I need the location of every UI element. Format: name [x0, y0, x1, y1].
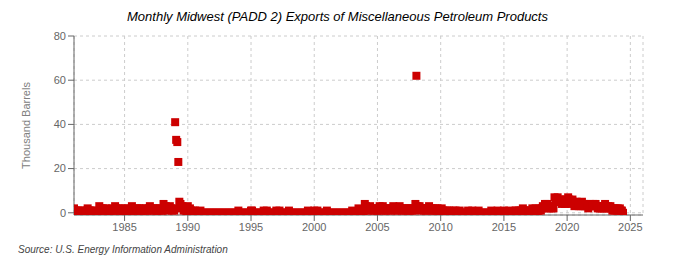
html-text:Source: U.S. Energy Informatio: Source: U.S. Energy Information Administ…	[18, 244, 228, 255]
svg-text:2020: 2020	[555, 221, 579, 233]
svg-text:2000: 2000	[302, 221, 326, 233]
svg-text:0: 0	[60, 207, 66, 219]
html-text:Monthly Midwest (PADD 2) Expor: Monthly Midwest (PADD 2) Exports of Misc…	[127, 9, 548, 24]
svg-text:40: 40	[54, 118, 66, 130]
svg-text:2005: 2005	[365, 221, 389, 233]
svg-text:1995: 1995	[239, 221, 263, 233]
svg-text:Thousand Barrels: Thousand Barrels	[20, 82, 32, 169]
svg-text:2015: 2015	[492, 221, 516, 233]
svg-text:60: 60	[54, 74, 66, 86]
svg-text:2010: 2010	[428, 221, 452, 233]
svg-text:20: 20	[54, 162, 66, 174]
svg-text:1990: 1990	[176, 221, 200, 233]
svg-text:1985: 1985	[112, 221, 136, 233]
svg-text:80: 80	[54, 30, 66, 42]
svg-text:2025: 2025	[618, 221, 642, 233]
